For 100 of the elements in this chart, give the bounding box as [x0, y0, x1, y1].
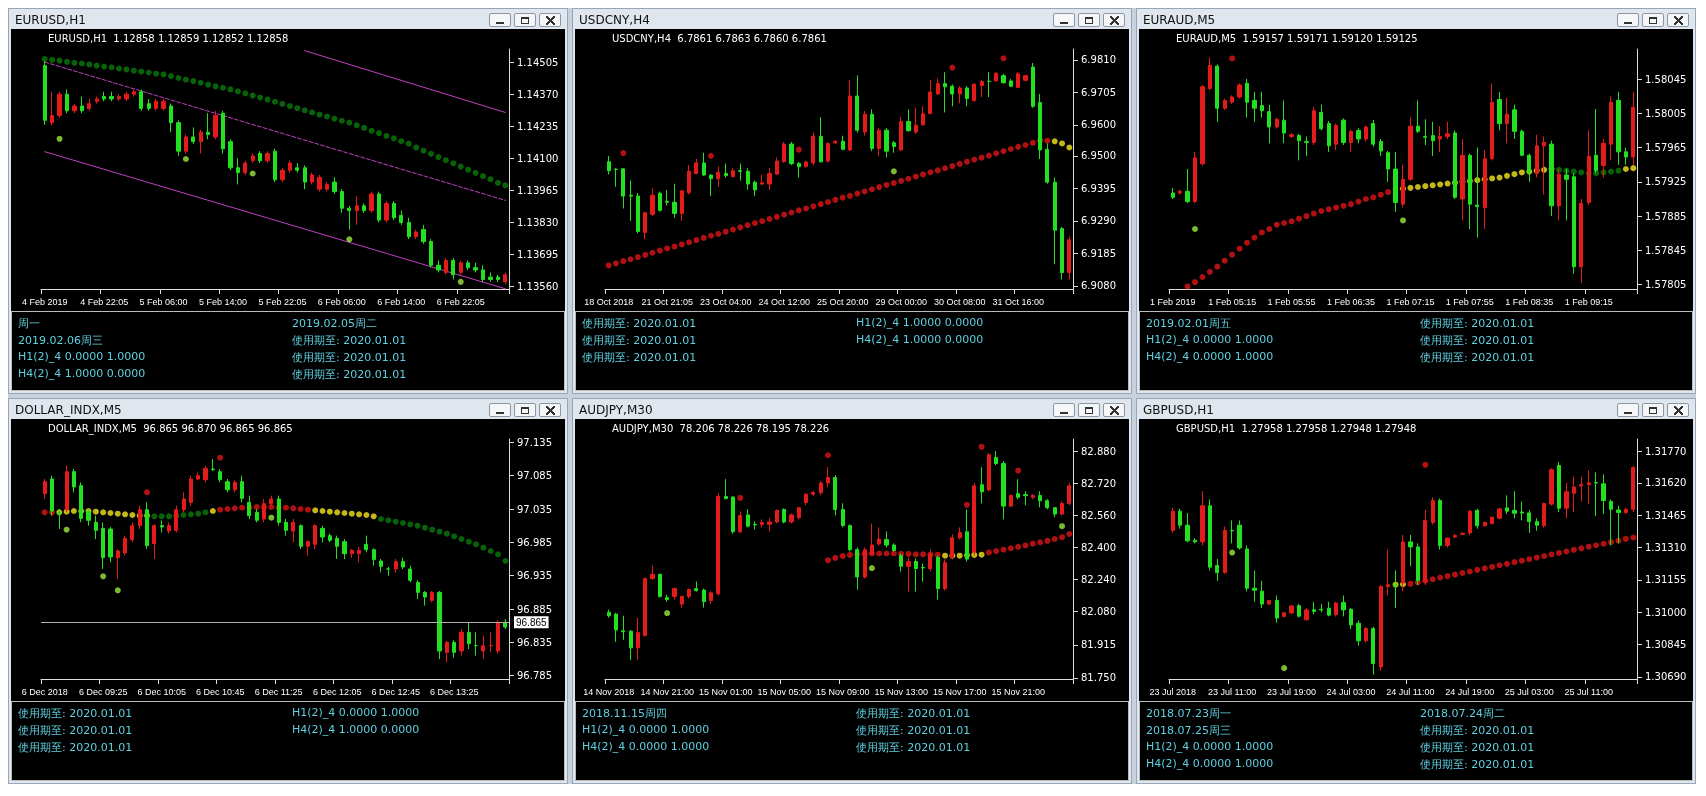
- x-tick-label: 6 Dec 11:25: [254, 686, 303, 697]
- x-tick-label: 1 Feb 2019: [1149, 296, 1196, 307]
- x-tick-label: 15 Nov 17:00: [932, 686, 987, 697]
- x-tick-label: 5 Feb 06:00: [139, 296, 188, 307]
- text: 2018.07.23周一: [1146, 706, 1232, 721]
- text: 使用期至: 2020.01.01: [18, 706, 134, 721]
- x-tick-label: 5 Feb 14:00: [198, 296, 248, 307]
- y-tick-label: 96.885: [517, 603, 552, 615]
- y-tick-label: 1.31620: [1645, 477, 1687, 489]
- y-tick-label: 6.9185: [1081, 247, 1116, 259]
- y-tick-label: 1.31310: [1645, 542, 1687, 554]
- x-tick-label: 29 Oct 00:00: [875, 296, 927, 307]
- chart-subtitle: USDCNY,H4 6.7861 6.7863 6.7860 6.7861: [612, 32, 827, 44]
- x-tick-label: 25 Jul 03:00: [1504, 686, 1554, 697]
- x-tick-label: 24 Jul 19:00: [1445, 686, 1495, 697]
- text: H4(2)_4 0.0000 1.0000: [582, 740, 711, 755]
- x-tick-label: 6 Dec 2018: [21, 686, 68, 697]
- x-tick-label: 4 Feb 22:05: [80, 296, 129, 307]
- x-tick-label: 24 Jul 03:00: [1326, 686, 1376, 697]
- x-tick-label: 23 Oct 04:00: [699, 296, 752, 307]
- ref-line-label: 96.865: [516, 616, 548, 628]
- text: 2018.07.24周二: [1420, 706, 1506, 721]
- y-tick-label: 6.9600: [1081, 119, 1116, 131]
- y-tick-label: 82.240: [1081, 574, 1116, 586]
- x-tick-label: 30 Oct 08:00: [933, 296, 986, 307]
- y-tick-label: 1.14505: [517, 56, 559, 68]
- x-tick-label: 6 Feb 06:00: [317, 296, 366, 307]
- y-tick-label: 82.720: [1081, 477, 1116, 489]
- text: 2019.02.01周五: [1146, 316, 1232, 331]
- x-tick-label: 15 Nov 13:00: [874, 686, 928, 697]
- y-tick-label: 96.835: [517, 636, 552, 648]
- x-tick-label: 1 Feb 09:15: [1564, 296, 1613, 307]
- y-tick-label: 1.13965: [517, 184, 559, 196]
- text: H1(2)_4 0.0000 1.0000: [1146, 740, 1275, 755]
- x-tick-label: 15 Nov 01:00: [698, 686, 753, 697]
- y-tick-label: 1.13695: [517, 249, 559, 261]
- x-tick-label: 15 Nov 21:00: [991, 686, 1045, 697]
- text: 使用期至: 2020.01.01: [18, 723, 134, 738]
- text: 使用期至: 2020.01.01: [1420, 333, 1536, 348]
- x-tick-label: 1 Feb 07:15: [1386, 296, 1435, 307]
- text: 使用期至: 2020.01.01: [1420, 350, 1536, 365]
- y-tick-label: 81.750: [1081, 672, 1116, 684]
- x-tick-label: 31 Oct 16:00: [992, 296, 1044, 307]
- x-tick-label: 14 Nov 2018: [583, 686, 635, 697]
- text: H1(2)_4 0.0000 1.0000: [292, 706, 421, 721]
- x-tick-label: 1 Feb 08:35: [1505, 296, 1554, 307]
- x-tick-label: 21 Oct 21:05: [641, 296, 693, 307]
- y-tick-label: 97.085: [517, 470, 552, 482]
- y-tick-label: 1.14370: [517, 88, 559, 100]
- x-tick-label: 6 Dec 12:05: [312, 686, 362, 697]
- chart-subtitle: GBPUSD,H1 1.27958 1.27958 1.27948 1.27948: [1176, 422, 1417, 434]
- text: 使用期至: 2020.01.01: [292, 350, 408, 365]
- y-tick-label: 97.135: [517, 436, 552, 448]
- x-tick-label: 15 Nov 05:00: [757, 686, 811, 697]
- y-tick-label: 82.400: [1081, 541, 1116, 553]
- y-tick-label: 82.560: [1081, 509, 1116, 521]
- text: 使用期至: 2020.01.01: [856, 706, 972, 721]
- y-tick-label: 82.880: [1081, 445, 1116, 457]
- x-tick-label: 23 Jul 2018: [1149, 686, 1196, 697]
- x-tick-label: 25 Jul 11:00: [1564, 686, 1613, 697]
- x-tick-label: 14 Nov 21:00: [640, 686, 694, 697]
- text: 使用期至: 2020.01.01: [292, 367, 408, 382]
- text: 2018.11.15周四: [582, 706, 668, 721]
- x-tick-label: 6 Dec 10:05: [137, 686, 186, 697]
- y-tick-label: 1.57845: [1645, 244, 1687, 256]
- y-tick-label: 6.9810: [1081, 54, 1116, 66]
- x-tick-label: 6 Dec 13:25: [429, 686, 479, 697]
- y-tick-label: 1.30845: [1645, 639, 1687, 651]
- chart-title: GBPUSD,H1: [1143, 403, 1214, 417]
- text: 使用期至: 2020.01.01: [1420, 740, 1536, 755]
- y-tick-label: 6.9500: [1081, 150, 1116, 162]
- text: 周一: [18, 316, 41, 331]
- y-tick-label: 82.080: [1081, 606, 1116, 618]
- chart-subtitle: EURUSD,H1 1.12858 1.12859 1.12852 1.12858: [48, 32, 289, 44]
- text: 使用期至: 2020.01.01: [582, 350, 698, 365]
- y-tick-label: 96.785: [517, 670, 552, 682]
- text: 使用期至: 2020.01.01: [1420, 316, 1536, 331]
- text: 2019.02.06周三: [18, 333, 104, 348]
- y-tick-label: 1.31000: [1645, 606, 1687, 618]
- y-tick-label: 1.31465: [1645, 509, 1687, 521]
- y-tick-label: 1.14100: [517, 152, 559, 164]
- text: 使用期至: 2020.01.01: [856, 740, 972, 755]
- y-tick-label: 81.915: [1081, 639, 1116, 651]
- x-tick-label: 25 Oct 20:00: [816, 296, 869, 307]
- text: 使用期至: 2020.01.01: [18, 740, 134, 755]
- chart-subtitle: EURAUD,M5 1.59157 1.59171 1.59120 1.59125: [1176, 32, 1418, 44]
- y-tick-label: 1.31770: [1645, 446, 1687, 458]
- x-tick-label: 18 Oct 2018: [584, 296, 634, 307]
- y-tick-label: 96.985: [517, 536, 552, 548]
- x-tick-label: 1 Feb 07:55: [1445, 296, 1494, 307]
- x-tick-label: 1 Feb 05:55: [1267, 296, 1316, 307]
- x-tick-label: 6 Dec 12:45: [371, 686, 420, 697]
- x-tick-label: 23 Jul 11:00: [1207, 686, 1257, 697]
- chart-subtitle: AUDJPY,M30 78.206 78.226 78.195 78.226: [612, 422, 830, 434]
- y-tick-label: 6.9705: [1081, 86, 1116, 98]
- x-tick-label: 6 Feb 22:05: [436, 296, 485, 307]
- text: H4(2)_4 1.0000 0.0000: [292, 723, 421, 738]
- chart-title: DOLLAR_INDX,M5: [15, 403, 122, 417]
- y-tick-label: 97.035: [517, 503, 552, 515]
- x-tick-label: 15 Nov 09:00: [815, 686, 870, 697]
